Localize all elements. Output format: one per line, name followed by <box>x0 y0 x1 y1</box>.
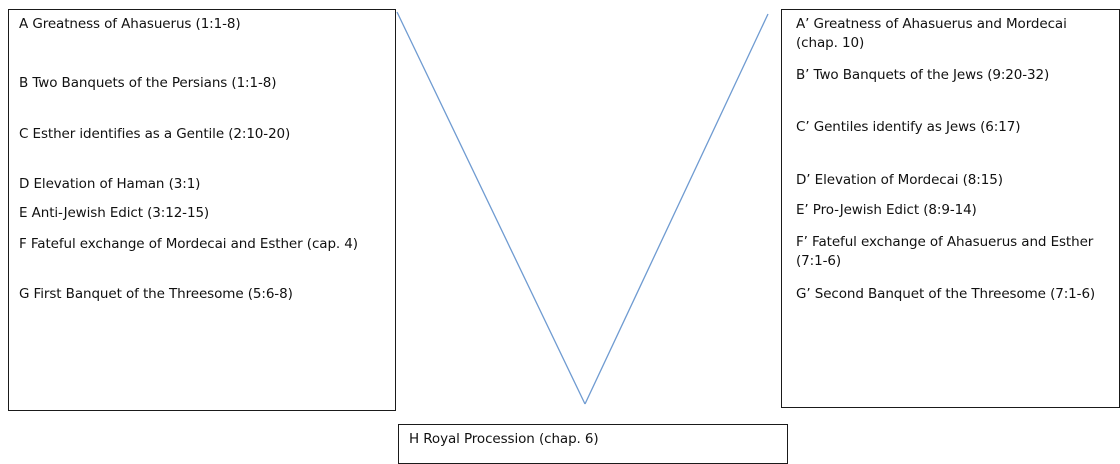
left-panel: A Greatness of Ahasuerus (1:1-8) B Two B… <box>8 9 396 411</box>
center-panel: H Royal Procession (chap. 6) <box>398 424 788 464</box>
left-item-f: F Fateful exchange of Mordecai and Esthe… <box>19 236 358 252</box>
left-item-c: C Esther identifies as a Gentile (2:10-2… <box>19 126 291 142</box>
right-item-b-prime: B’ Two Banquets of the Jews (9:20-32) <box>796 67 1050 83</box>
left-item-g: G First Banquet of the Threesome (5:6-8) <box>19 286 293 302</box>
left-item-a: A Greatness of Ahasuerus (1:1-8) <box>19 16 241 32</box>
left-item-b: B Two Banquets of the Persians (1:1-8) <box>19 75 277 91</box>
center-item-h: H Royal Procession (chap. 6) <box>409 431 599 447</box>
right-panel: A’ Greatness of Ahasuerus and Mordecai (… <box>781 9 1120 408</box>
v-left-arm <box>396 11 586 405</box>
right-item-g-prime: G’ Second Banquet of the Threesome (7:1-… <box>796 286 1096 302</box>
left-item-d: D Elevation of Haman (3:1) <box>19 176 201 192</box>
right-item-e-prime: E’ Pro-Jewish Edict (8:9-14) <box>796 202 977 218</box>
right-item-c-prime: C’ Gentiles identify as Jews (6:17) <box>796 119 1021 135</box>
right-item-d-prime: D’ Elevation of Mordecai (8:15) <box>796 172 1003 188</box>
right-item-a-prime: A’ Greatness of Ahasuerus and Mordecai (… <box>796 16 1067 51</box>
v-right-arm <box>584 13 769 405</box>
right-item-f-prime: F’ Fateful exchange of Ahasuerus and Est… <box>796 234 1094 269</box>
left-item-e: E Anti-Jewish Edict (3:12-15) <box>19 205 210 221</box>
